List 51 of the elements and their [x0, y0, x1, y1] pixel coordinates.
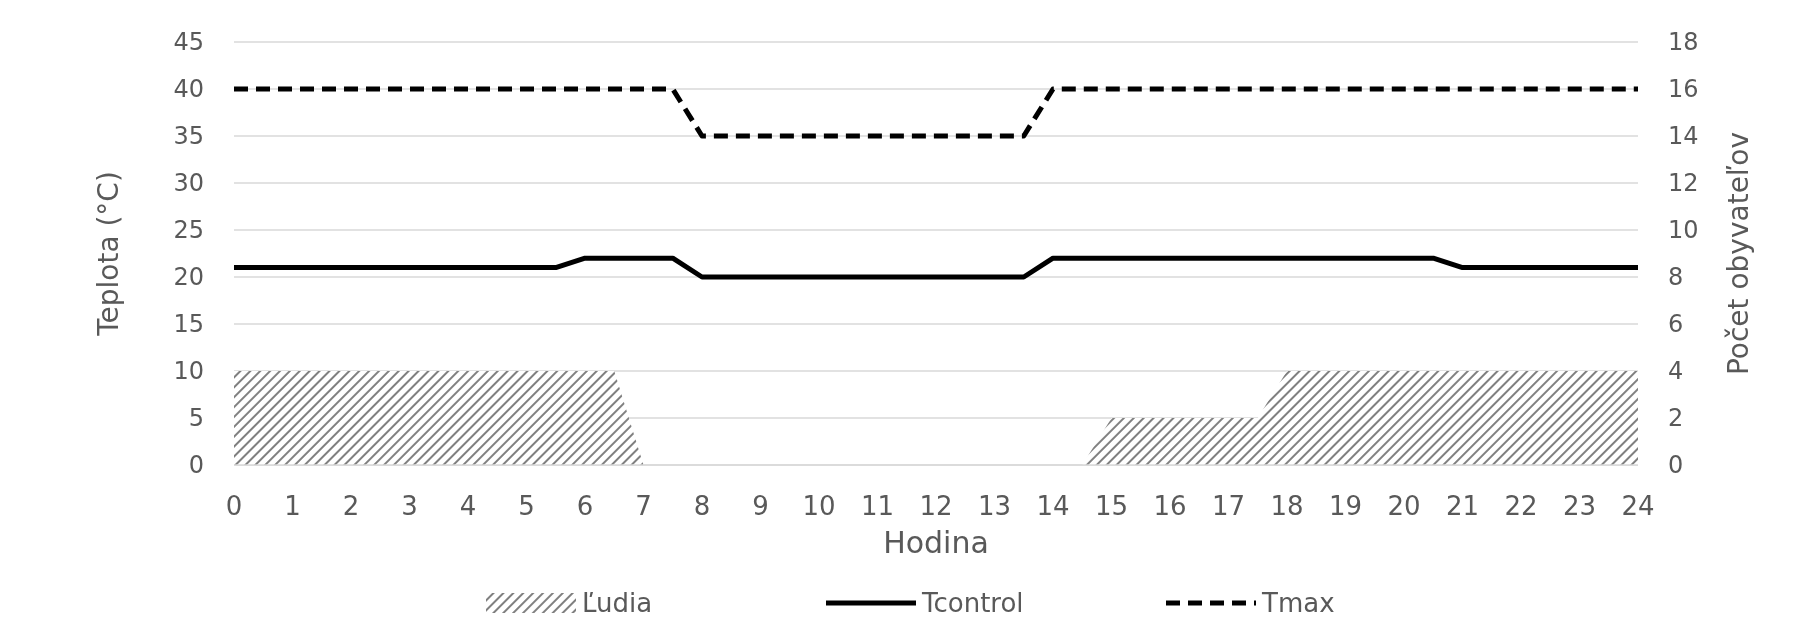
x-tick-label: 15 [1094, 491, 1129, 521]
x-tick-label: 21 [1445, 491, 1480, 521]
y2-axis-title: Počet obyvateľov [1722, 131, 1755, 376]
y-axis-title: Teplota (°C) [92, 171, 125, 337]
x-tick-label: 20 [1387, 491, 1421, 521]
x-tick-label: 5 [518, 491, 535, 521]
y2-tick-label: 14 [1668, 122, 1699, 150]
x-tick-label: 10 [802, 491, 836, 521]
y-tick-label: 40 [173, 75, 204, 103]
legend-label: Tmax [1261, 588, 1335, 618]
y-tick-label: 30 [173, 169, 204, 197]
y-tick-label: 5 [188, 404, 204, 432]
x-tick-label: 1 [284, 491, 301, 521]
y-tick-label: 45 [173, 28, 204, 56]
legend-label: Tcontrol [921, 588, 1024, 618]
y-tick-label: 15 [173, 310, 204, 338]
y-tick-label: 20 [173, 263, 204, 291]
x-tick-label: 8 [693, 491, 711, 521]
y2-tick-label: 16 [1668, 75, 1699, 103]
y2-tick-label: 8 [1668, 263, 1684, 291]
x-tick-label: 22 [1504, 491, 1538, 521]
legend-label: Ľudia [582, 588, 653, 618]
x-tick-label: 13 [977, 491, 1012, 521]
y-tick-label: 0 [188, 451, 204, 479]
x-tick-label: 4 [459, 491, 477, 521]
y2-tick-label: 4 [1668, 357, 1684, 385]
x-tick-label: 23 [1562, 491, 1597, 521]
x-tick-label: 14 [1036, 491, 1070, 521]
x-tick-label: 2 [342, 491, 360, 521]
x-tick-label: 3 [401, 491, 418, 521]
x-tick-label: 12 [919, 491, 953, 521]
x-tick-label: 19 [1328, 491, 1363, 521]
x-tick-label: 0 [225, 491, 243, 521]
y-tick-label: 35 [173, 122, 204, 150]
y-tick-label: 10 [173, 357, 204, 385]
x-tick-label: 9 [752, 491, 769, 521]
x-tick-label: 17 [1211, 491, 1246, 521]
y2-tick-label: 10 [1668, 216, 1699, 244]
y2-tick-label: 2 [1668, 404, 1684, 432]
x-tick-label: 24 [1621, 491, 1655, 521]
y2-tick-label: 6 [1668, 310, 1684, 338]
x-tick-label: 16 [1153, 491, 1187, 521]
x-axis-title: Hodina [883, 525, 989, 560]
y2-tick-label: 0 [1668, 451, 1684, 479]
x-tick-label: 18 [1270, 491, 1304, 521]
y2-tick-label: 12 [1668, 169, 1699, 197]
x-tick-label: 6 [576, 491, 594, 521]
y2-tick-label: 18 [1668, 28, 1699, 56]
x-tick-label: 7 [635, 491, 652, 521]
x-tick-label: 11 [860, 491, 895, 521]
y-tick-label: 25 [173, 216, 204, 244]
